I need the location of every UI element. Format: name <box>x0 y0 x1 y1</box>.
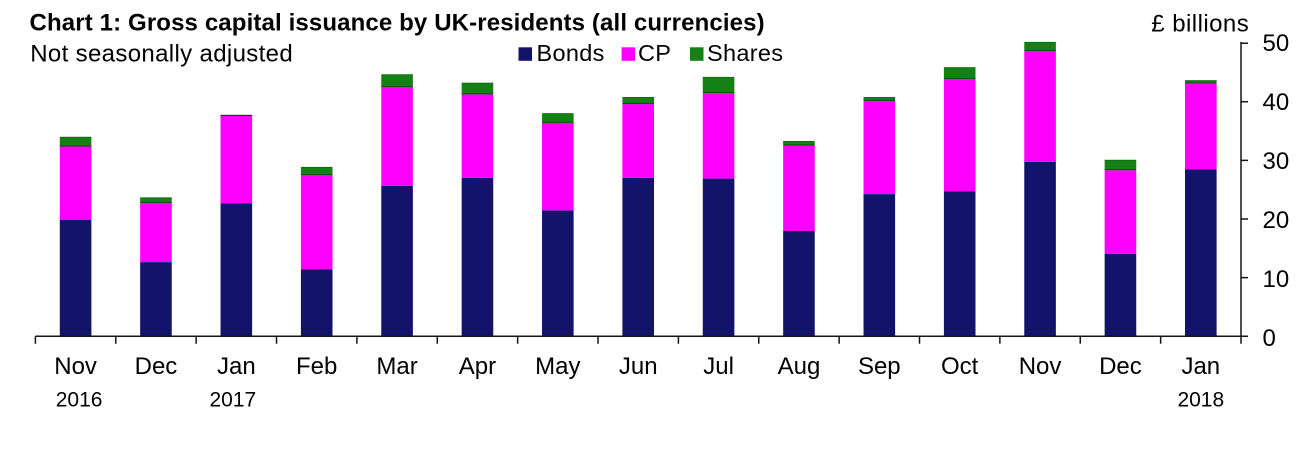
svg-text:20: 20 <box>1263 207 1290 234</box>
svg-text:Jul: Jul <box>703 353 734 380</box>
svg-text:Feb: Feb <box>296 353 337 380</box>
svg-text:Dec: Dec <box>1099 353 1142 380</box>
svg-text:2017: 2017 <box>209 389 256 412</box>
svg-text:Apr: Apr <box>459 353 496 380</box>
svg-text:CP: CP <box>638 40 671 66</box>
svg-text:30: 30 <box>1263 148 1290 175</box>
svg-text:0: 0 <box>1263 325 1276 352</box>
svg-text:Mar: Mar <box>376 353 417 380</box>
svg-text:Jan: Jan <box>1181 353 1220 380</box>
svg-text:Not seasonally adjusted: Not seasonally adjusted <box>30 40 293 67</box>
svg-text:40: 40 <box>1263 89 1290 116</box>
svg-text:2018: 2018 <box>1177 389 1224 412</box>
svg-text:Shares: Shares <box>707 40 783 66</box>
svg-text:Jun: Jun <box>619 353 658 380</box>
svg-text:Oct: Oct <box>941 353 979 380</box>
svg-text:Nov: Nov <box>1019 353 1062 380</box>
svg-text:Aug: Aug <box>778 353 821 380</box>
svg-text:50: 50 <box>1263 30 1290 57</box>
svg-text:Dec: Dec <box>135 353 178 380</box>
svg-text:10: 10 <box>1263 266 1290 293</box>
svg-text:Sep: Sep <box>858 353 901 380</box>
svg-text:Bonds: Bonds <box>537 40 605 66</box>
svg-text:£ billions: £ billions <box>1151 11 1249 38</box>
svg-text:May: May <box>535 353 580 380</box>
svg-text:Nov: Nov <box>54 353 97 380</box>
svg-text:Chart 1: Gross capital issuanc: Chart 1: Gross capital issuance by UK-re… <box>30 10 765 37</box>
svg-text:2016: 2016 <box>56 389 103 412</box>
svg-text:Jan: Jan <box>217 353 256 380</box>
